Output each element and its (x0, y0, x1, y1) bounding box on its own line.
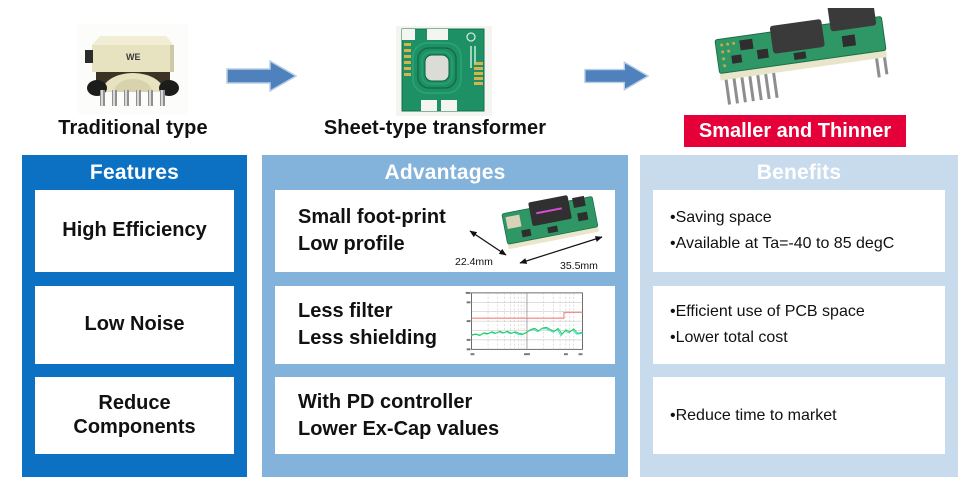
arrow-right-icon (584, 61, 650, 91)
transformer-pins (100, 90, 165, 106)
traditional-transformer-photo: WE (78, 24, 188, 114)
emi-noise-graph (465, 291, 583, 356)
advantage-box-footprint: Small foot-print Low profile (275, 190, 615, 272)
badge-label: Smaller and Thinner (698, 119, 892, 142)
stage-label-traditional: Traditional type (58, 117, 208, 139)
feature-box-high-efficiency: High Efficiency (35, 190, 234, 272)
transformer-marking: WE (126, 52, 141, 62)
feature-box-reduce-components: Reduce Components (35, 377, 234, 454)
feature-box-low-noise: Low Noise (35, 286, 234, 364)
benefit-box-pcb-cost: •Efficient use of PCB space •Lower total… (653, 286, 945, 364)
feature-text: Components (73, 415, 196, 438)
benefits-column: Benefits •Saving space •Available at Ta=… (640, 155, 958, 477)
feature-text: Low Noise (84, 313, 185, 336)
dimension-depth-label: 35.5mm (560, 260, 598, 271)
stage-label-sheet-type: Sheet-type transformer (323, 117, 547, 139)
smaller-thinner-badge: Smaller and Thinner (684, 115, 906, 147)
advantage-text: With PD controller (298, 390, 473, 413)
advantage-text: Lower Ex-Cap values (298, 417, 500, 440)
benefit-text: •Reduce time to market (670, 406, 837, 424)
emi-limit-line (471, 311, 583, 319)
feature-text: High Efficiency (62, 219, 207, 242)
transformer-top-face (92, 36, 174, 45)
feature-text: Reduce (98, 391, 171, 414)
emi-trace-green (471, 326, 583, 336)
advantages-header: Advantages (384, 160, 506, 184)
benefit-text: •Saving space (670, 209, 772, 227)
center-hole (424, 54, 450, 82)
benefit-text: •Lower total cost (670, 329, 788, 346)
advantages-column: Advantages Small foot-print Low profile (262, 155, 628, 477)
advantage-text: Low profile (298, 233, 405, 255)
module-size-photo: 22.4mm 35.5mm (455, 195, 603, 271)
advantage-text: Small foot-print (298, 206, 446, 228)
benefits-header: Benefits (756, 160, 842, 184)
module-ics (731, 8, 877, 64)
power-module-photo (695, 8, 910, 114)
dimension-arrow (519, 236, 603, 264)
axis-tick-marks (465, 291, 583, 356)
benefit-text: •Efficient use of PCB space (670, 303, 865, 321)
benefit-box-space: •Saving space •Available at Ta=-40 to 85… (653, 190, 945, 272)
advantage-text: Less filter (298, 300, 393, 322)
arrow-right-icon (226, 60, 298, 92)
module-pins (724, 48, 889, 105)
module-pad-dots (720, 41, 736, 68)
benefit-text: •Available at Ta=-40 to 85 degC (670, 235, 895, 252)
advantage-box-filter: Less filter Less shielding (275, 286, 615, 364)
features-header: Features (89, 160, 180, 184)
advantage-box-pd-controller: With PD controller Lower Ex-Cap values (275, 377, 615, 454)
benefit-box-time-to-market: •Reduce time to market (653, 377, 945, 454)
features-column: Features High Efficiency Low Noise Reduc… (22, 155, 247, 477)
dimension-arrow (469, 230, 507, 256)
advantage-text: Less shielding (298, 327, 437, 349)
sheet-transformer-photo (396, 26, 492, 116)
gold-pads (404, 43, 483, 85)
dimension-width-label: 22.4mm (455, 256, 493, 268)
